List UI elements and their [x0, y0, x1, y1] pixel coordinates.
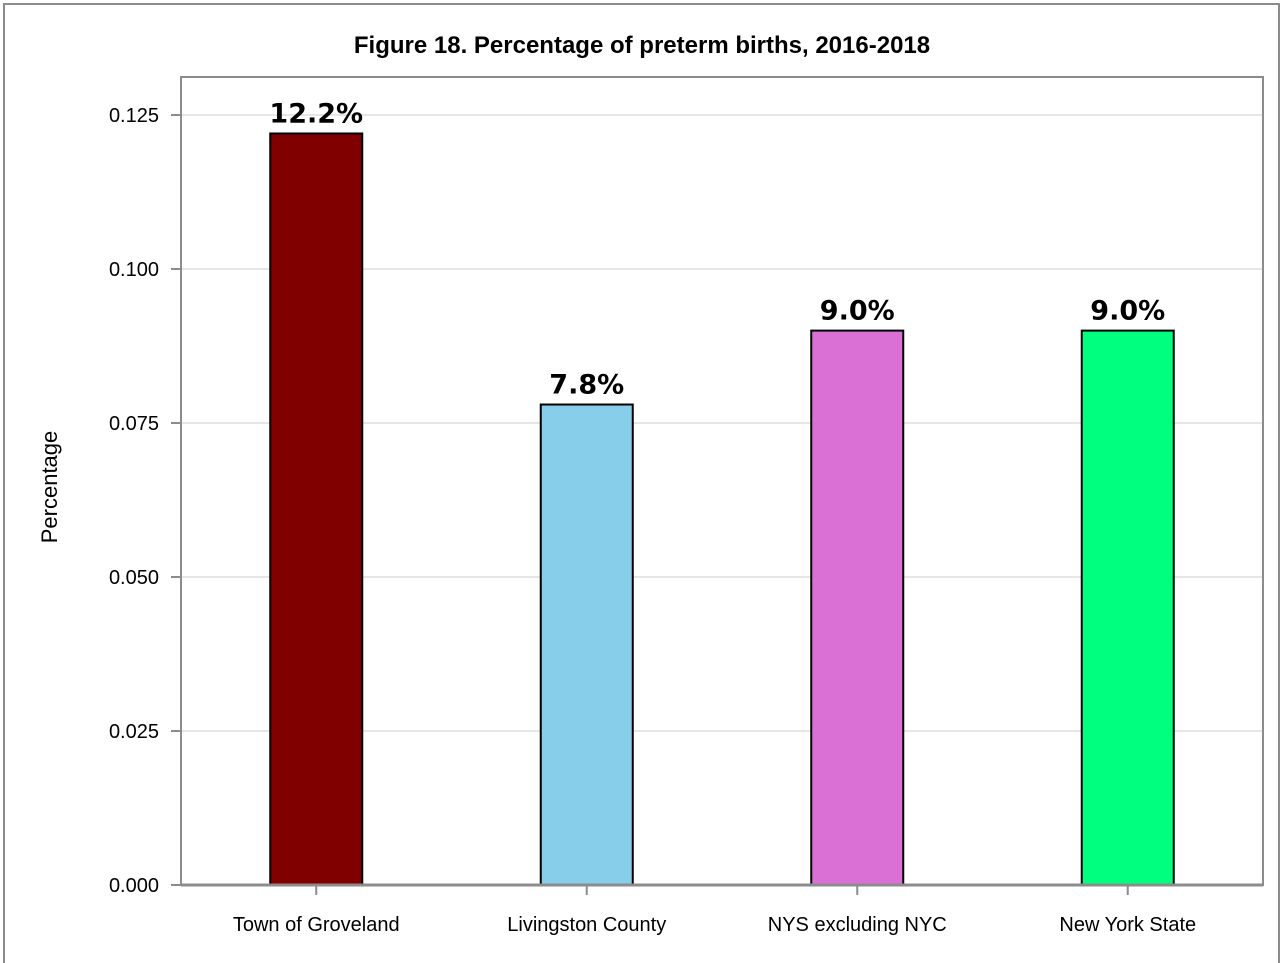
y-axis-title: Percentage	[37, 431, 62, 544]
bar-value-label: 7.8%	[549, 370, 624, 401]
chart-frame	[3, 3, 1280, 963]
bars	[269, 132, 1175, 887]
data-labels: 12.2% 7.8% 9.0% 9.0%	[269, 98, 1165, 400]
chart-title: Figure 18. Percentage of preterm births,…	[353, 32, 931, 59]
y-tick-label: 0.075	[109, 413, 159, 435]
x-tick-label: New York State	[1059, 914, 1196, 936]
bar-value-label: 9.0%	[820, 296, 895, 327]
x-tick-label: NYS excluding NYC	[768, 914, 947, 936]
bar-value-label: 9.0%	[1090, 296, 1165, 327]
x-tick-label: Town of Groveland	[233, 914, 400, 936]
y-tick-label: 0.000	[109, 875, 159, 897]
bar	[539, 403, 634, 886]
y-tick-label: 0.125	[109, 105, 159, 127]
y-tick-label: 0.100	[109, 259, 159, 281]
bar-value-label: 12.2%	[269, 98, 363, 129]
y-axis: 0.000 0.025 0.050 0.075 0.100 0.125	[109, 105, 181, 897]
bar	[1080, 329, 1175, 887]
x-tick-label: Livingston County	[507, 914, 666, 936]
bar	[810, 329, 905, 887]
bar	[269, 132, 364, 887]
x-axis: Town of Groveland Livingston County NYS ex…	[233, 885, 1196, 936]
y-tick-label: 0.025	[109, 721, 159, 743]
y-tick-label: 0.050	[109, 567, 159, 589]
